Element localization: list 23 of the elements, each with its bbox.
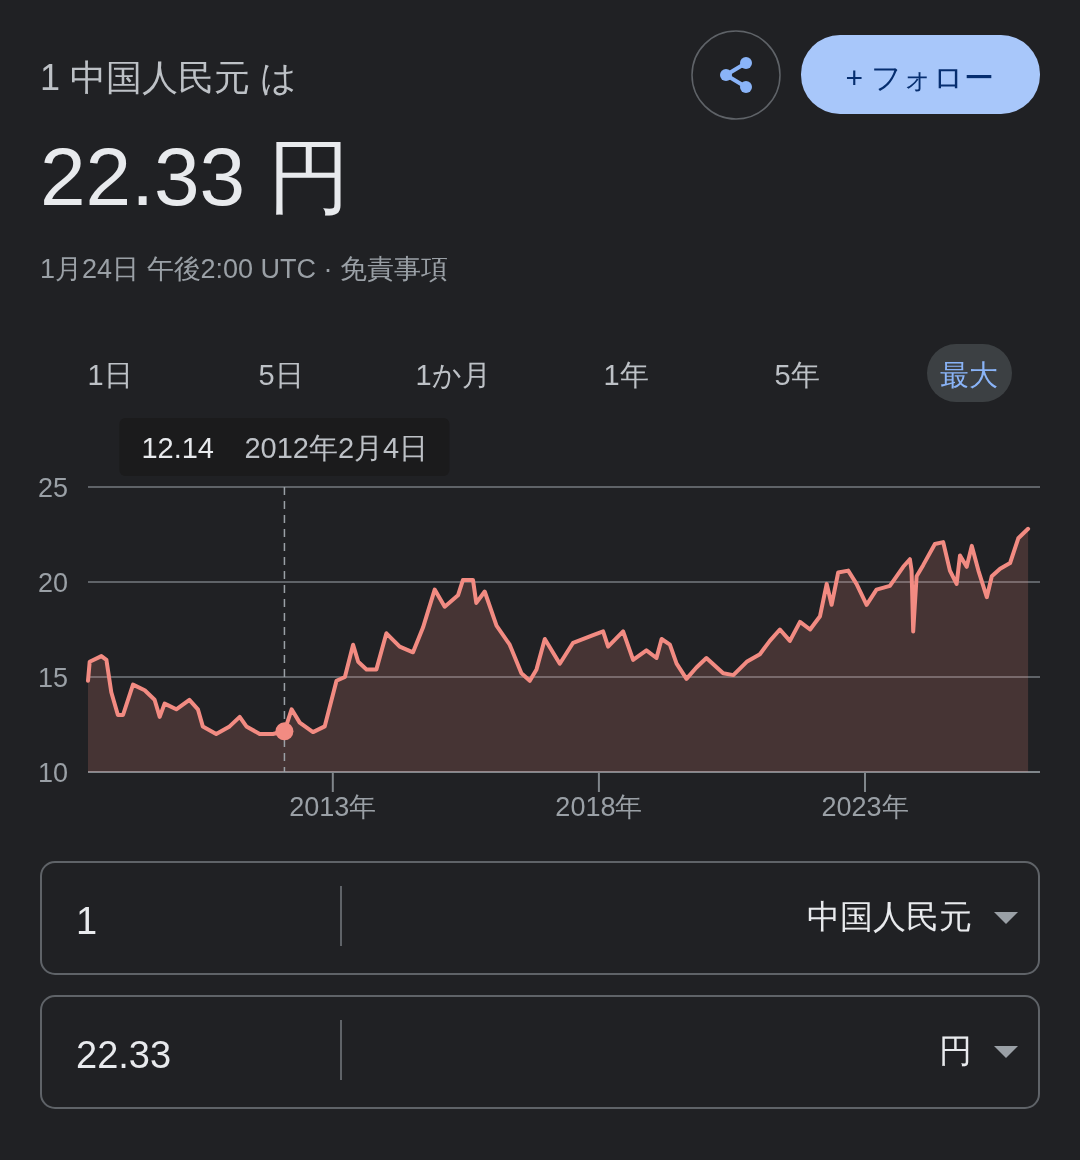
text: 1日 — [87, 359, 133, 391]
text: 5年 — [774, 359, 820, 391]
y-tick-label: 15 — [37, 663, 69, 693]
text: 1か月 — [415, 359, 491, 391]
text: 1年 — [603, 359, 649, 391]
x-tick-label: 2018年 — [555, 792, 643, 822]
text: 最大 — [940, 359, 998, 391]
ref-line-label: 2012年2月4日 — [244, 432, 429, 464]
chart-subtitle: 22.33 円 — [40, 131, 350, 222]
text: 中国人民元 — [807, 898, 972, 935]
chart-title: 1 中国人民元 は — [40, 57, 298, 98]
text: 12.14 — [141, 432, 215, 464]
text: 22.33 — [76, 1034, 172, 1076]
y-tick-label: 10 — [37, 758, 69, 788]
text: 円 — [939, 1032, 972, 1069]
text: + フォロー — [845, 61, 995, 94]
text: 1月24日 午後2:00 UTC · 免責事項 — [40, 254, 449, 284]
text: 5日 — [258, 359, 304, 391]
x-tick-label: 2013年 — [289, 792, 377, 822]
y-tick-label: 25 — [37, 473, 69, 503]
y-tick-label: 20 — [37, 568, 69, 598]
x-tick-label: 2023年 — [821, 792, 909, 822]
text: 1 — [76, 900, 98, 942]
